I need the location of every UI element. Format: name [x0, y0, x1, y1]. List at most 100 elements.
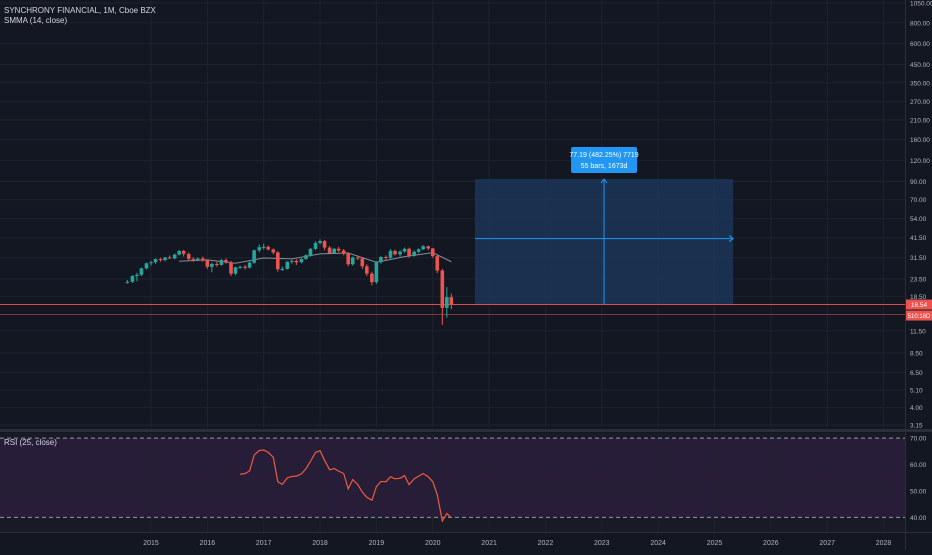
candle-down [426, 246, 431, 249]
y-tick-label: 350.00 [910, 80, 930, 87]
x-tick-label: 2028 [876, 540, 892, 547]
y-tick-label: 6.50 [910, 370, 923, 377]
y-tick-label: 23.50 [910, 277, 927, 284]
candle-up [139, 268, 144, 275]
candle-up [233, 267, 238, 274]
candle-down [294, 260, 299, 263]
last-price-value: 16.54 [911, 302, 928, 309]
candle-down [181, 250, 186, 254]
rsi-y-tick-label: 70.00 [910, 436, 927, 443]
candle-down [205, 260, 210, 267]
countdown-badge [906, 310, 932, 321]
x-tick-label: 2017 [256, 540, 272, 547]
candle-up [177, 250, 181, 255]
candle-up [402, 248, 407, 252]
x-tick-label: 2018 [312, 540, 328, 547]
candle-down [158, 259, 163, 261]
candle-up [219, 260, 224, 265]
y-tick-label: 5.10 [910, 387, 923, 394]
rsi-y-tick-label: 60.00 [910, 462, 927, 469]
x-tick-label: 2021 [481, 540, 497, 547]
symbol-title[interactable]: SYNCHRONY FINANCIAL, 1M, Cboe BZX [4, 6, 156, 15]
candle-down [167, 257, 172, 259]
candle-up [261, 246, 266, 248]
x-tick-label: 2022 [538, 540, 554, 547]
candle-down [271, 249, 276, 253]
candle-up [350, 257, 355, 265]
candle-down [215, 263, 219, 265]
rsi-y-tick-label: 50.00 [910, 488, 927, 495]
y-tick-label: 3.15 [910, 423, 923, 430]
candle-up [412, 251, 416, 256]
candle-up [388, 250, 393, 258]
candle-up [153, 259, 158, 263]
y-tick-label: 8.50 [910, 350, 923, 357]
candle-down [224, 260, 228, 263]
rsi-label[interactable]: RSI (25, close) [4, 438, 57, 447]
y-tick-label: 120.00 [910, 158, 930, 165]
candle-down [322, 241, 327, 248]
y-tick-label: 90.00 [910, 179, 927, 186]
candle-down [407, 248, 411, 256]
candle-down [186, 253, 191, 259]
candle-down [229, 262, 233, 274]
candle-down [201, 258, 205, 261]
candle-down [435, 256, 440, 271]
candle-up [210, 263, 214, 267]
candle-down [384, 257, 388, 259]
y-tick-label: 70.00 [910, 197, 927, 204]
candle-down [365, 266, 369, 274]
candle-down [336, 248, 341, 251]
y-tick-label: 54.00 [910, 216, 927, 223]
rsi-legend: RSI (25, close) [4, 438, 57, 448]
candle-up [379, 257, 383, 263]
candle-up [421, 246, 425, 250]
rsi-line [239, 449, 452, 523]
candle-down [191, 258, 196, 260]
smma-label[interactable]: SMMA (14, close) [4, 16, 68, 25]
candle-up [149, 262, 153, 264]
y-tick-label: 11.50 [910, 328, 926, 335]
x-tick-label: 2024 [650, 540, 666, 547]
candle-up [304, 255, 308, 259]
x-tick-label: 2015 [143, 540, 159, 547]
candle-down [346, 253, 351, 265]
candle-up [313, 242, 318, 249]
y-tick-label: 800.00 [910, 20, 930, 27]
x-tick-label: 2016 [200, 540, 216, 547]
candle-down [356, 257, 360, 259]
candle-up [318, 241, 322, 243]
candle-down [449, 297, 454, 305]
y-tick-label: 18.50 [910, 294, 927, 301]
measure-label-line2: 55 bars, 1673d [581, 163, 628, 170]
x-tick-label: 2027 [819, 540, 835, 547]
candle-up [332, 248, 336, 254]
y-tick-label: 600.00 [910, 41, 930, 48]
candle-up [445, 297, 449, 308]
y-tick-label: 4.00 [910, 405, 923, 412]
candle-up [172, 254, 177, 259]
candle-up [130, 275, 135, 282]
candle-down [327, 247, 332, 254]
y-tick-label: 160.00 [910, 137, 930, 144]
candle-up [285, 261, 290, 269]
candle-down [360, 258, 365, 267]
candle-up [163, 257, 167, 261]
candle-up [144, 263, 149, 269]
candle-up [252, 250, 256, 263]
x-tick-label: 2026 [763, 540, 779, 547]
candle-down [275, 252, 280, 270]
candle-up [135, 274, 139, 276]
x-tick-label: 2020 [425, 540, 441, 547]
last-price-badge[interactable] [906, 299, 932, 310]
x-tick-label: 2019 [369, 540, 385, 547]
candle-up [290, 260, 294, 262]
countdown-value: 510:18D [908, 314, 931, 320]
y-tick-label: 270.00 [910, 99, 930, 106]
candle-up [416, 249, 421, 252]
y-tick-label: 1050.00 [910, 1, 932, 8]
measure-arrow-right [728, 235, 734, 242]
y-tick-label: 41.50 [910, 235, 927, 242]
